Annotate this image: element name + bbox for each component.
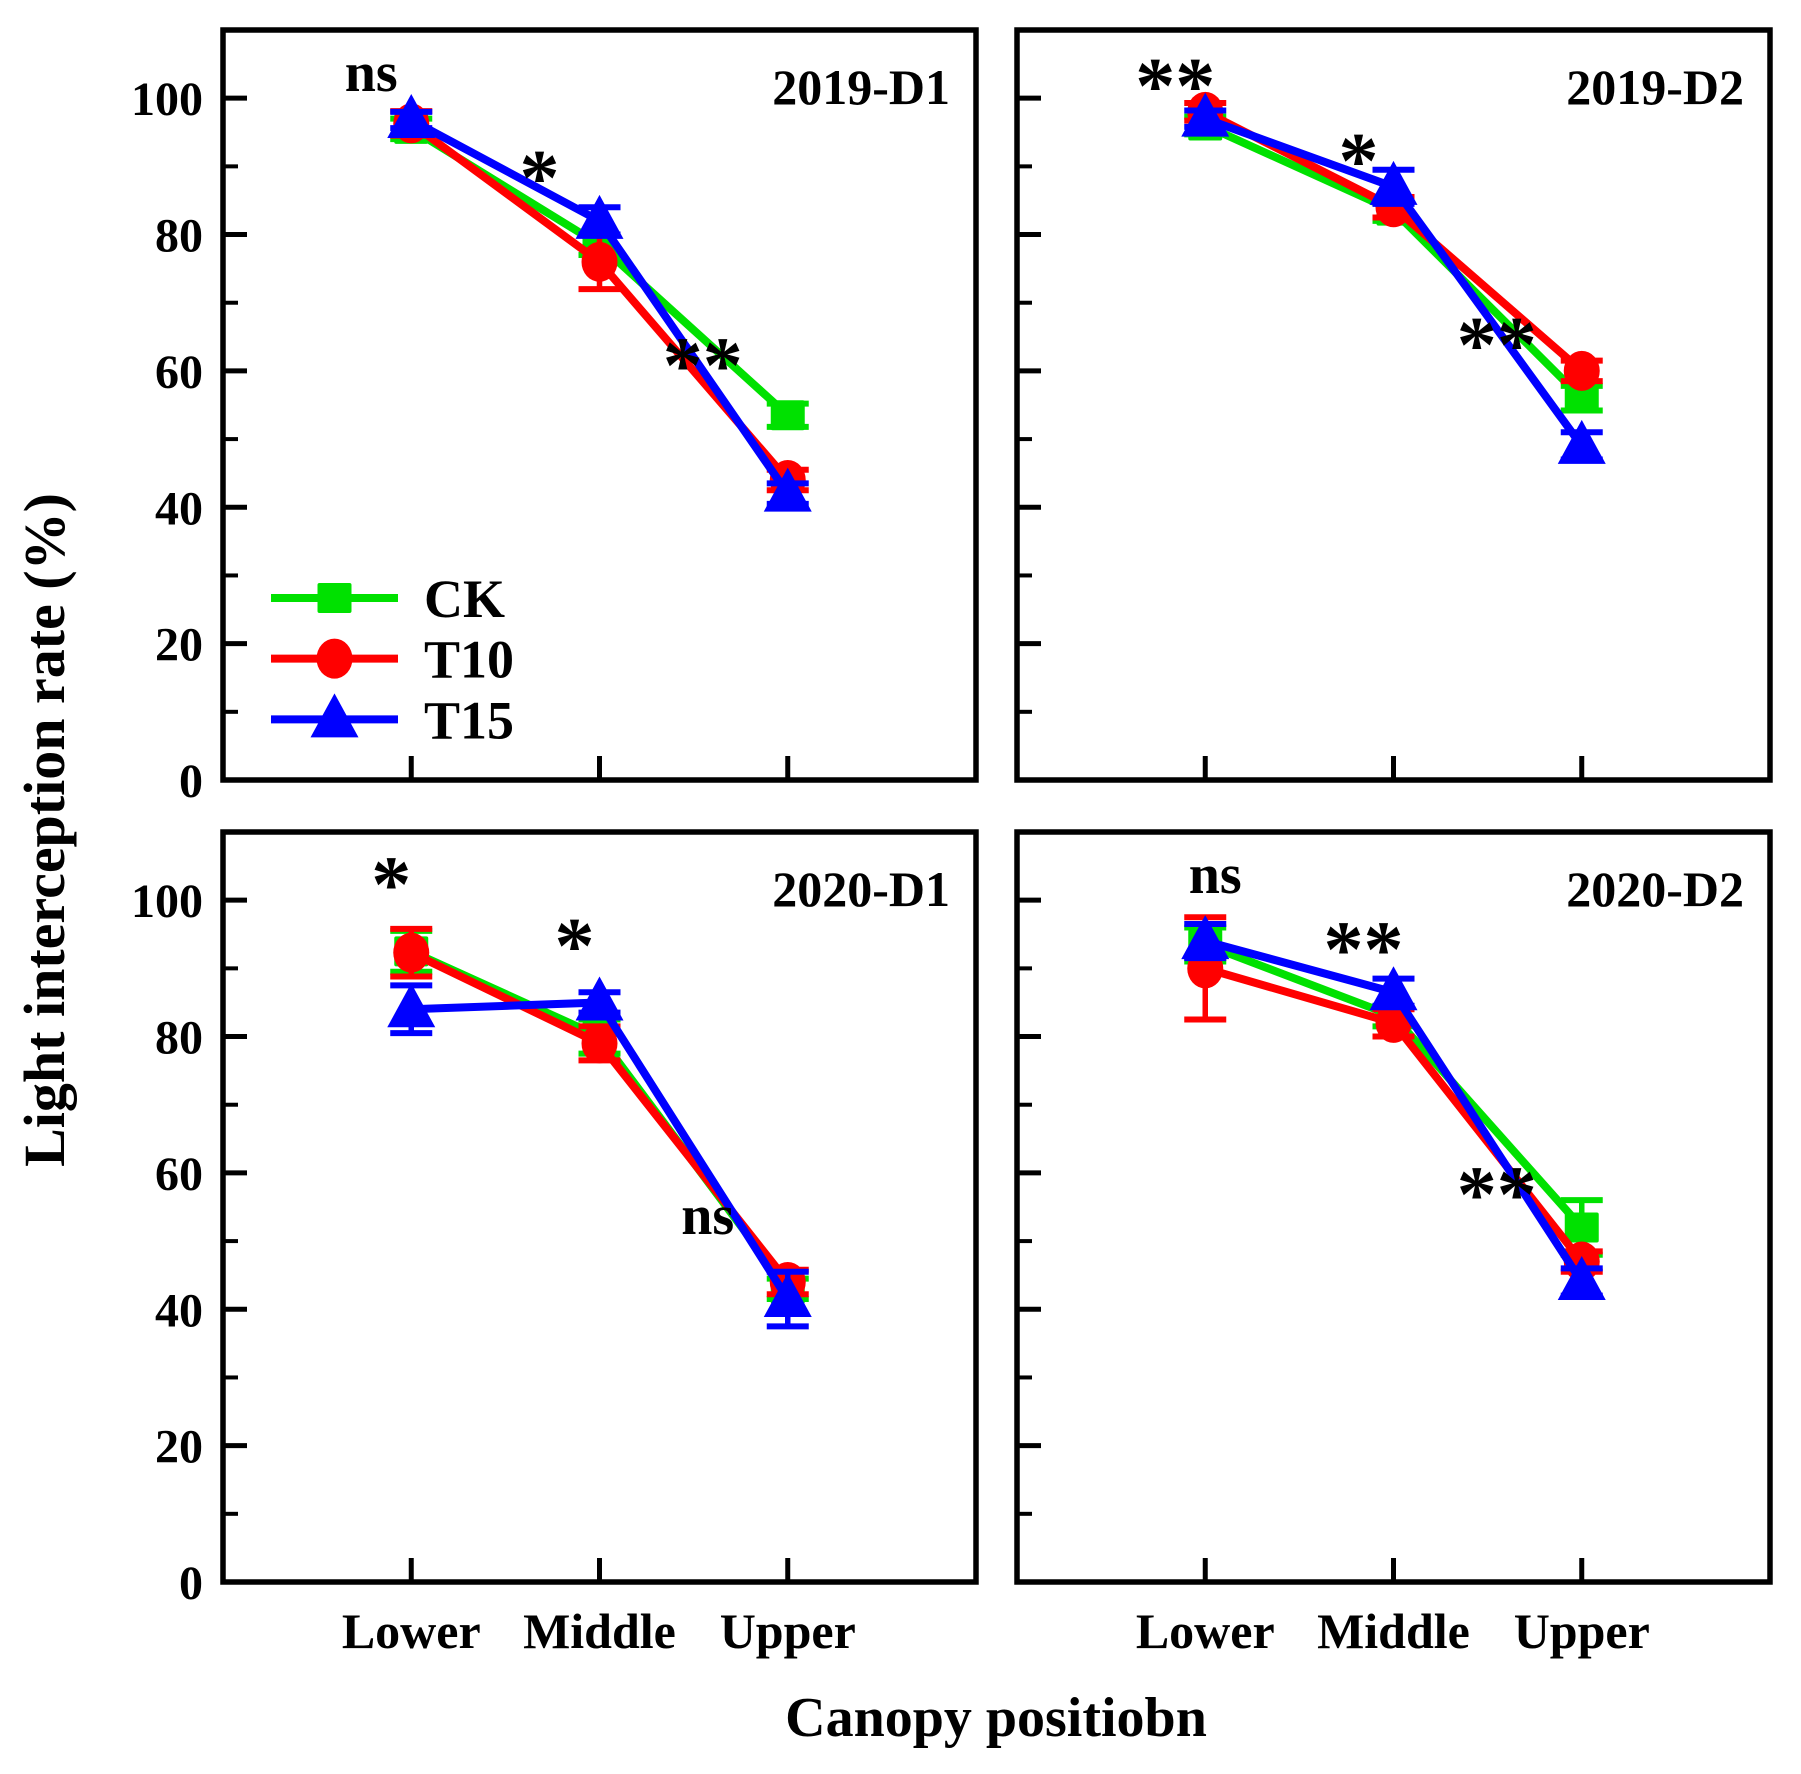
y-tick-label: 100	[131, 73, 203, 126]
marker-circle-T10-Upper	[1563, 350, 1600, 391]
marker-triangle-T15-Upper	[1557, 1256, 1606, 1300]
y-tick-label: 100	[131, 875, 203, 928]
marker-triangle-T15-Upper	[763, 467, 812, 512]
panel-2020-D2: Lower Middle Upper ns ** ** 2020-D2	[1014, 829, 1773, 1659]
marker-triangle-T15-Middle	[575, 976, 624, 1021]
significance-label: *	[555, 903, 595, 991]
x-category-label: Lower	[342, 1603, 481, 1659]
x-category-label: Middle	[523, 1603, 676, 1659]
panel-title: 2019-D2	[1566, 59, 1744, 115]
legend-item-CK: CK	[271, 569, 505, 629]
marker-square-CK-Upper	[770, 400, 805, 431]
series-T15	[387, 976, 812, 1330]
series-T15	[387, 94, 812, 512]
marker-circle-T10-Middle	[581, 1023, 618, 1064]
panel-border	[1014, 27, 1773, 783]
series-T15	[1181, 915, 1606, 1300]
x-category-label: Upper	[1514, 1603, 1650, 1659]
panel-border	[1014, 829, 1773, 1585]
legend-item-T15: T15	[271, 690, 514, 750]
x-axis-title: Canopy positiobn	[785, 1687, 1207, 1749]
panel-title: 2020-D2	[1566, 861, 1744, 917]
y-tick-label: 40	[155, 482, 203, 535]
y-tick-label: 0	[179, 755, 203, 808]
y-axis-title: Light interception rate (%)	[12, 493, 77, 1167]
marker-triangle-T15-Middle	[1369, 966, 1418, 1011]
significance-label: *	[520, 135, 560, 223]
y-tick-label: 0	[179, 1557, 203, 1610]
panel-border	[220, 27, 979, 783]
marker-triangle-T15-Upper	[763, 1273, 812, 1318]
series-T15	[1181, 92, 1606, 464]
marker-triangle-T15-Upper	[1557, 419, 1606, 464]
legend-label: CK	[424, 569, 505, 629]
legend-marker-triangle	[310, 693, 359, 738]
significance-label: ns	[681, 1185, 734, 1247]
significance-label: **	[663, 322, 743, 410]
panel-title: 2020-D1	[772, 861, 950, 917]
marker-triangle-T15-Lower	[387, 94, 436, 138]
panel-title: 2019-D1	[772, 59, 950, 115]
legend-marker-circle	[316, 638, 353, 679]
legend-label: T15	[424, 690, 514, 750]
marker-square-CK-Upper	[1564, 1212, 1599, 1243]
significance-label: **	[1135, 43, 1215, 131]
y-tick-label: 20	[155, 1421, 203, 1474]
panel-border	[220, 829, 979, 1585]
marker-circle-T10-Middle	[581, 241, 618, 282]
y-tick-label: 60	[155, 1148, 203, 1201]
legend-label: T10	[424, 630, 514, 690]
x-category-label: Upper	[720, 1603, 856, 1659]
marker-triangle-T15-Lower	[1181, 92, 1230, 137]
y-tick-label: 60	[155, 346, 203, 399]
panel-2020-D1: 0 20 40 60 80 100 Lower Middle Upper * * ns 2020-D1	[131, 829, 979, 1659]
marker-square-CK-Upper	[1564, 383, 1599, 414]
significance-label: *	[1339, 118, 1379, 206]
panel-2019-D2: *****2019-D2	[1014, 27, 1773, 783]
x-category-label: Middle	[1317, 1603, 1470, 1659]
y-tick-label: 80	[155, 210, 203, 263]
significance-label: **	[1457, 1152, 1537, 1240]
marker-circle-T10-Lower	[393, 932, 430, 973]
y-tick-label: 80	[155, 1012, 203, 1065]
legend-item-T10: T10	[271, 630, 514, 690]
y-tick-label: 20	[155, 619, 203, 672]
legend-marker-square	[317, 582, 352, 613]
significance-label: ns	[345, 42, 398, 104]
significance-label: *	[371, 842, 411, 930]
significance-label: **	[1324, 906, 1404, 994]
marker-triangle-T15-Lower	[387, 983, 436, 1028]
marker-triangle-T15-Middle	[1369, 160, 1418, 205]
marker-triangle-T15-Lower	[1181, 915, 1230, 960]
y-tick-label: 40	[155, 1284, 203, 1337]
x-category-label: Lower	[1136, 1603, 1275, 1659]
significance-label: ns	[1189, 844, 1242, 906]
marker-triangle-T15-Middle	[575, 194, 624, 239]
significance-label: **	[1457, 302, 1537, 390]
